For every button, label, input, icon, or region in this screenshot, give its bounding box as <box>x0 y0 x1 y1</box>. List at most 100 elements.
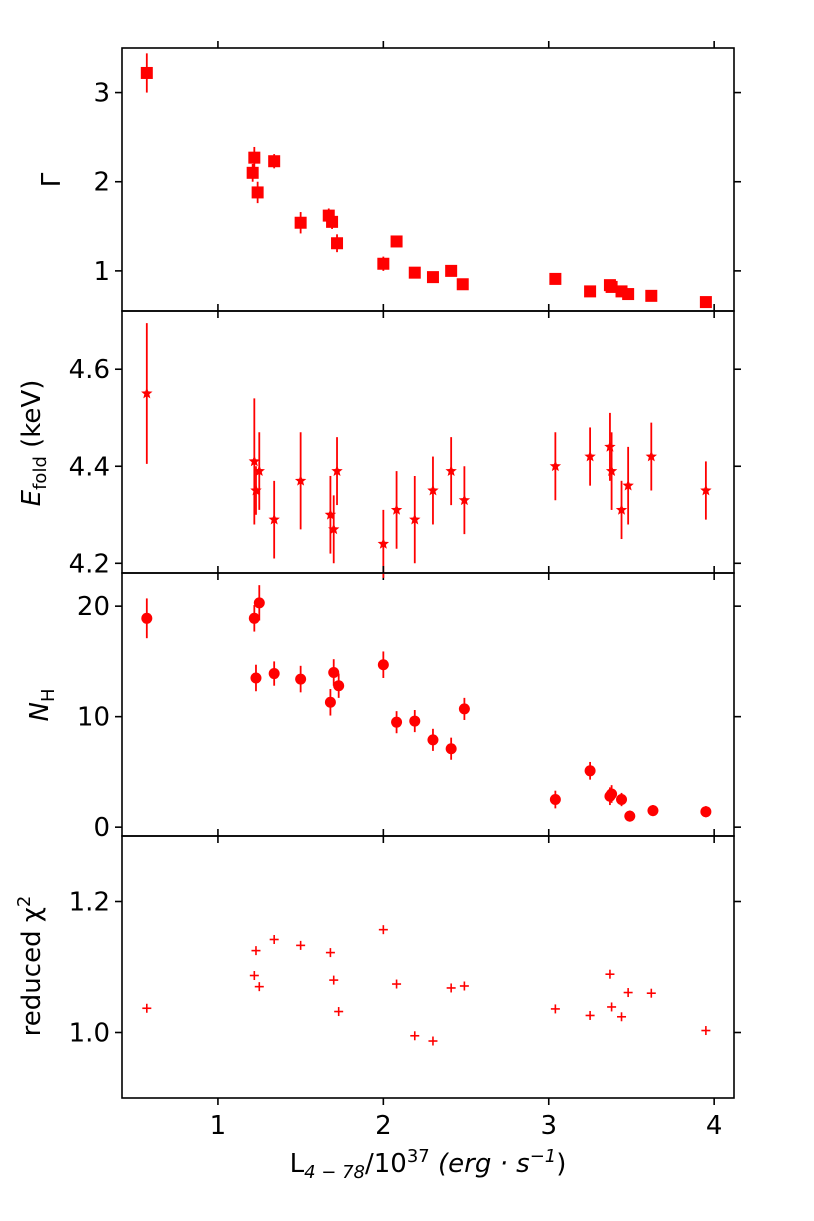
y-tick-label: 3 <box>93 79 110 109</box>
y-tick-label: 10 <box>77 703 110 733</box>
data-point <box>377 537 390 549</box>
y-tick-label: 4.6 <box>69 355 110 385</box>
ylabel-chi2: reduced χ2 <box>14 896 47 1037</box>
x-tick-label: 1 <box>210 1111 227 1141</box>
ylabel-nh: NH <box>25 689 59 722</box>
data-point <box>408 266 421 279</box>
data-point <box>248 151 261 164</box>
data-point <box>295 673 307 685</box>
data-point <box>699 296 712 309</box>
data-point <box>622 479 634 491</box>
data-point <box>331 465 343 476</box>
y-tick-label: 20 <box>77 592 110 622</box>
data-point <box>584 285 597 298</box>
data-point <box>294 474 307 486</box>
data-point <box>253 597 265 609</box>
panel-frame <box>121 310 735 574</box>
data-point <box>549 272 562 285</box>
y-tick-label: 1 <box>93 257 110 287</box>
data-point <box>251 186 264 199</box>
data-point <box>623 988 633 998</box>
y-tick-label: 4.4 <box>69 452 110 482</box>
data-point <box>646 988 656 998</box>
data-point <box>606 788 618 800</box>
data-point <box>333 680 345 692</box>
data-point <box>604 440 616 452</box>
data-point <box>377 659 389 671</box>
data-point <box>700 484 712 496</box>
data-point <box>624 810 636 822</box>
data-point <box>445 264 458 277</box>
data-point <box>459 981 469 991</box>
ylabel-efold: Efold (keV) <box>17 380 51 507</box>
data-point <box>584 450 596 462</box>
data-point <box>409 513 421 525</box>
data-point <box>426 271 439 284</box>
data-point <box>251 946 261 956</box>
data-point <box>377 257 390 270</box>
data-point <box>458 703 470 715</box>
ylabel-gamma: Γ <box>37 172 67 187</box>
data-point <box>390 235 403 248</box>
y-tick-label: 1.0 <box>69 1019 110 1049</box>
panel-gamma: 1 2 3 <box>93 41 741 318</box>
data-point <box>141 387 153 399</box>
data-point <box>701 1026 711 1036</box>
data-point <box>445 743 457 755</box>
data-point <box>140 66 153 79</box>
x-tick-label: 2 <box>375 1111 392 1141</box>
data-point <box>700 806 712 818</box>
x-tick-label: 3 <box>540 1111 557 1141</box>
y-tick-label: 1.2 <box>69 888 110 918</box>
data-point <box>324 508 337 520</box>
data-point <box>390 503 403 515</box>
data-point <box>605 280 618 293</box>
panel-nh: 0 10 20 <box>77 566 741 843</box>
data-point <box>328 523 340 535</box>
data-point <box>268 155 281 168</box>
data-point <box>617 1012 627 1022</box>
data-point <box>268 668 280 680</box>
data-point <box>458 494 471 506</box>
data-point <box>325 948 335 958</box>
data-point <box>647 805 659 817</box>
data-point <box>141 612 153 624</box>
data-point <box>324 696 336 708</box>
y-tick-label: 4.2 <box>69 549 110 579</box>
data-point <box>334 1007 344 1017</box>
panel-reduced-chi2: 1.0 1.2 1 2 3 4 <box>69 829 741 1141</box>
data-point <box>585 1010 595 1020</box>
data-point <box>607 1002 617 1012</box>
data-point <box>296 940 306 950</box>
data-point <box>294 216 307 229</box>
data-point <box>250 672 262 684</box>
data-point <box>409 715 421 727</box>
data-point <box>446 983 456 993</box>
data-point <box>250 484 262 496</box>
data-point <box>248 455 261 467</box>
data-point <box>378 925 388 935</box>
x-tick-label: 4 <box>706 1111 723 1141</box>
data-point <box>550 1004 560 1014</box>
data-point <box>549 794 561 806</box>
data-point <box>549 460 562 472</box>
data-point <box>249 971 259 981</box>
data-point <box>615 503 628 515</box>
data-point <box>326 215 339 228</box>
data-point <box>329 975 339 985</box>
panel-efold: 4.2 4.4 4.6 <box>69 304 741 580</box>
data-point <box>248 612 260 624</box>
xlabel: L4 − 78/1037 (erg · s−1) <box>290 1146 567 1183</box>
data-point <box>328 666 340 678</box>
data-point <box>584 765 596 777</box>
data-point <box>445 465 457 476</box>
data-point <box>246 166 259 179</box>
data-point <box>645 289 658 302</box>
data-point <box>456 278 469 291</box>
data-point <box>268 513 280 525</box>
data-point <box>331 237 344 250</box>
data-point <box>269 934 279 944</box>
data-point <box>392 979 402 989</box>
y-tick-label: 2 <box>93 168 110 198</box>
